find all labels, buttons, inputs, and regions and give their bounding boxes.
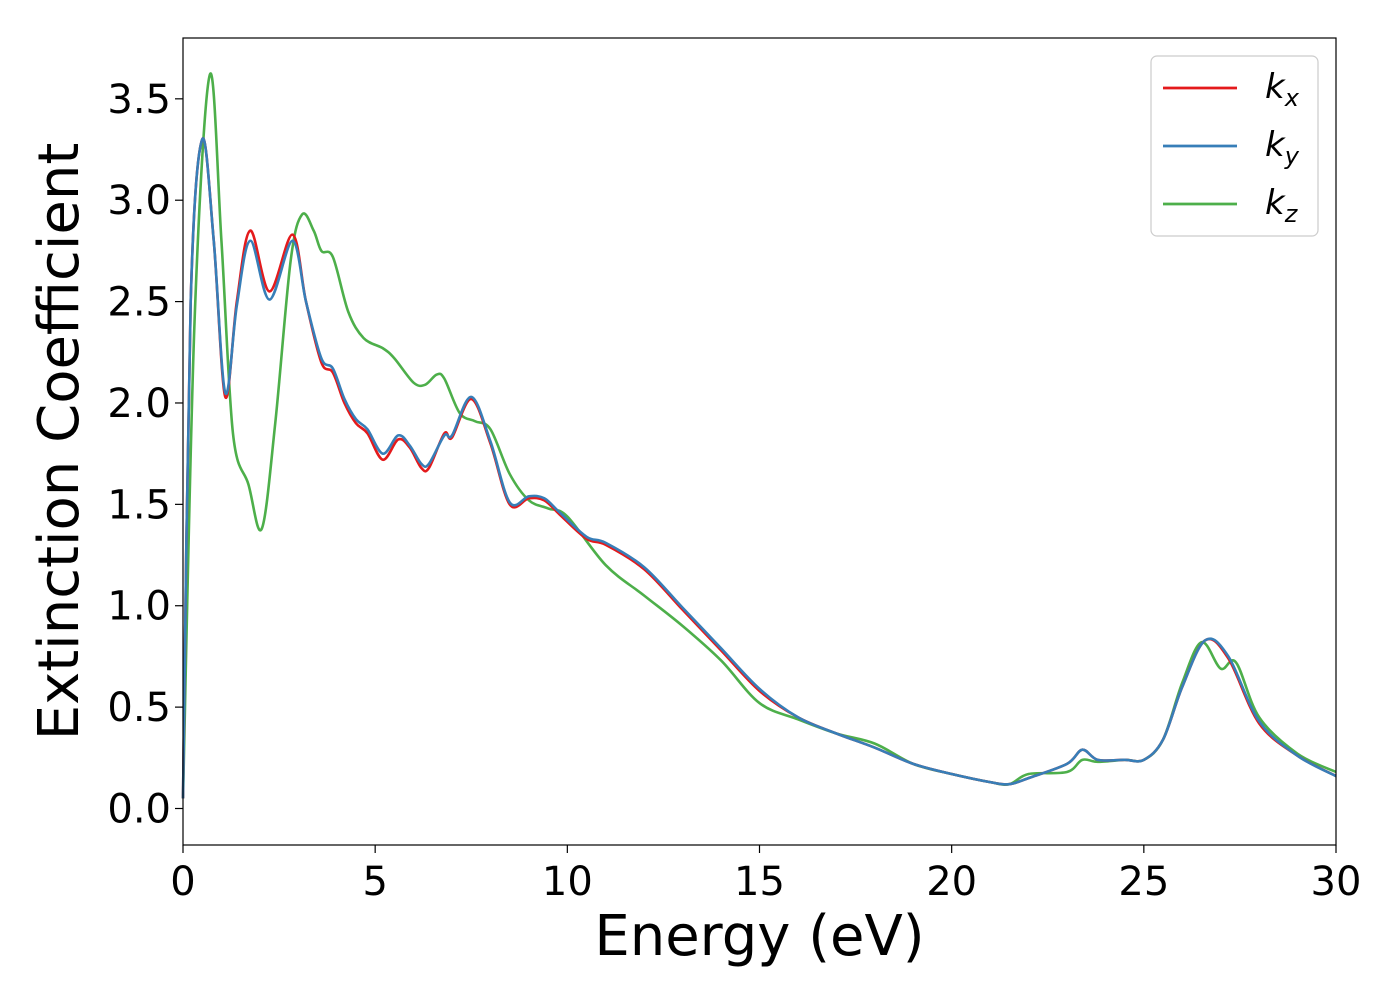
y-tick-label: 3.5 (107, 77, 171, 123)
x-tick-label: 25 (1118, 859, 1169, 905)
y-tick-label: 0.5 (107, 685, 171, 731)
y-tick-label: 3.0 (107, 178, 171, 224)
x-tick-label: 10 (542, 859, 593, 905)
series-line-kx (181, 137, 1337, 799)
legend-label-kx: kx (1265, 67, 1300, 112)
y-tick-label: 0.0 (107, 787, 171, 833)
y-axis: 0.0 0.5 1.0 1.5 2.0 2.5 3.0 3.5 (107, 77, 183, 833)
x-tick-label: 15 (734, 859, 785, 905)
plot-lines (181, 72, 1337, 799)
x-axis-label: Energy (eV) (594, 904, 924, 969)
legend-label-ky: ky (1265, 125, 1300, 170)
x-tick-label: 20 (926, 859, 977, 905)
x-tick-label: 30 (1311, 859, 1362, 905)
series-line-ky (181, 137, 1337, 799)
legend: kx ky kz (1150, 55, 1319, 237)
y-tick-label: 1.5 (107, 482, 171, 528)
x-axis: 0 5 10 15 20 25 30 (170, 845, 1361, 905)
y-tick-label: 2.0 (107, 381, 171, 427)
legend-label-kz: kz (1265, 183, 1299, 228)
y-axis-label: Extinction Coefficient (27, 143, 92, 741)
y-tick-label: 2.5 (107, 280, 171, 326)
x-tick-label: 5 (362, 859, 387, 905)
y-tick-label: 1.0 (107, 584, 171, 630)
x-tick-label: 0 (170, 859, 195, 905)
